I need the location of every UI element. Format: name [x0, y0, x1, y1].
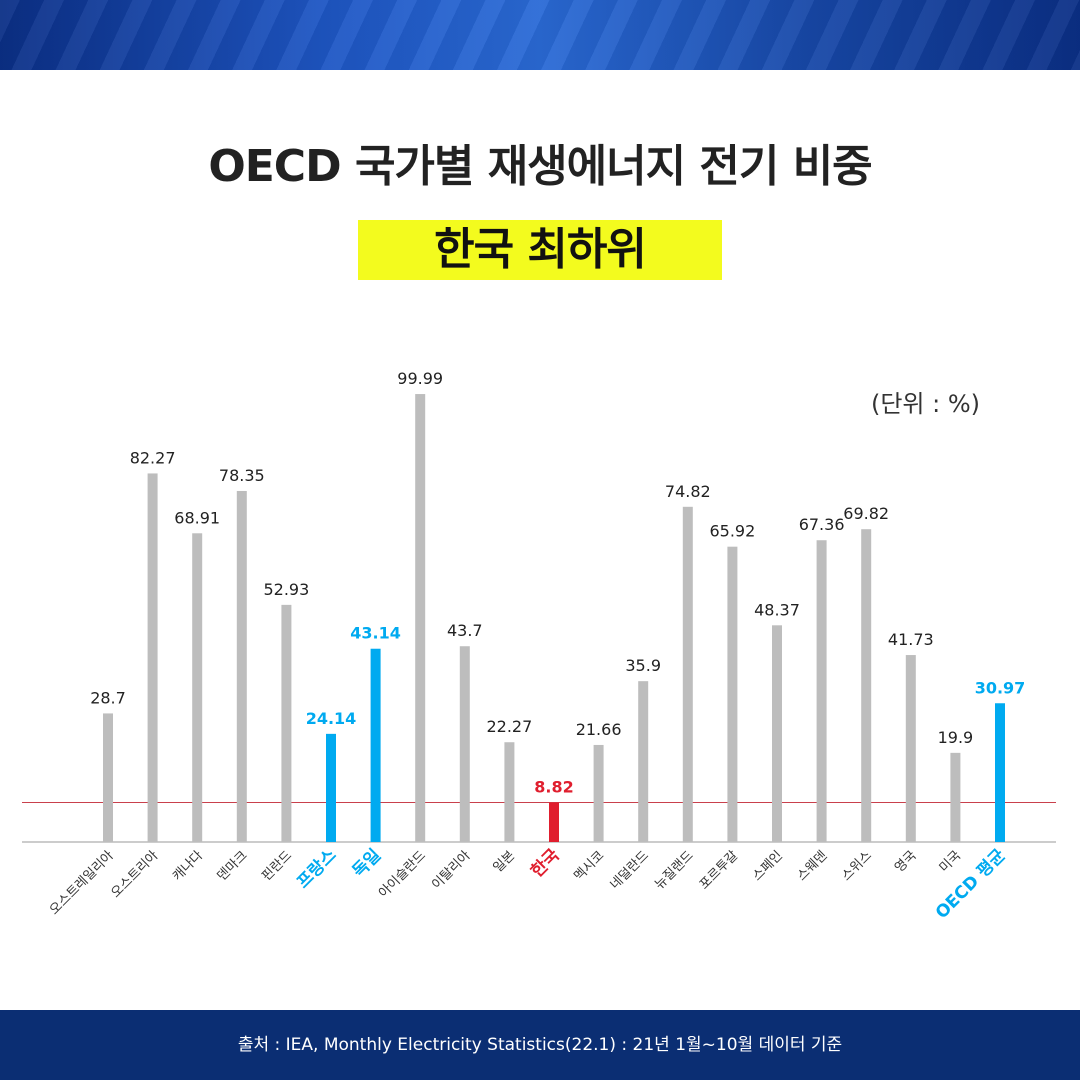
- data-label: 41.73: [888, 630, 934, 649]
- data-label: 28.7: [90, 688, 126, 707]
- bar: [459, 646, 470, 842]
- category-label: 오스트레일리아: [47, 848, 117, 918]
- bar: [103, 713, 113, 842]
- bar: [593, 744, 604, 842]
- category-label: 덴마크: [215, 848, 251, 884]
- data-label: 8.82: [534, 777, 573, 796]
- bar: [861, 529, 872, 842]
- category-label: 프랑스: [293, 845, 341, 893]
- data-label: 99.99: [397, 369, 443, 388]
- category-label: 오스트리아: [109, 848, 162, 901]
- category-label: 이탈리아: [429, 848, 473, 892]
- data-label: 24.14: [306, 709, 357, 728]
- bar: [950, 752, 961, 842]
- data-label: 52.93: [263, 580, 309, 599]
- category-label: 캐나다: [170, 848, 206, 884]
- page-subtitle: 한국 최하위: [434, 224, 647, 275]
- bar: [638, 681, 649, 842]
- bar: [727, 546, 738, 842]
- bar: [192, 533, 203, 842]
- category-label: 뉴질랜드: [652, 848, 696, 892]
- data-label: 30.97: [975, 678, 1026, 697]
- source-text: 출처 : IEA, Monthly Electricity Statistics…: [237, 1035, 843, 1055]
- bar: [682, 506, 693, 842]
- data-label: 67.36: [799, 515, 845, 534]
- category-label: 한국: [527, 845, 564, 882]
- subtitle-highlight-box: [358, 220, 722, 280]
- bar: [816, 540, 827, 842]
- data-label: 19.9: [938, 728, 974, 747]
- data-label: 68.91: [174, 508, 220, 527]
- bar: [370, 648, 381, 842]
- category-label: 영국: [892, 848, 920, 876]
- category-label: 일본: [491, 848, 519, 876]
- bar: [236, 490, 247, 842]
- data-label: 78.35: [219, 466, 265, 485]
- source-footer: 출처 : IEA, Monthly Electricity Statistics…: [0, 1010, 1080, 1080]
- bar: [905, 655, 916, 842]
- category-label: 아이슬란드: [376, 848, 429, 901]
- category-label: 멕시코: [571, 848, 607, 884]
- data-label: 22.27: [486, 717, 532, 736]
- data-label: 43.7: [447, 621, 483, 640]
- category-label: 스페인: [750, 848, 786, 884]
- bar: [281, 604, 292, 842]
- category-label: 스위스: [839, 848, 875, 884]
- bar: [772, 625, 782, 842]
- header-banner: [0, 0, 1080, 70]
- page-title: OECD 국가별 재생에너지 전기 비중: [208, 141, 872, 192]
- bar: [147, 473, 158, 842]
- category-label: OECD 평균: [932, 845, 1010, 923]
- category-label: 독일: [349, 845, 385, 881]
- bar: [549, 802, 559, 842]
- data-label: 48.37: [754, 600, 800, 619]
- category-label: 포르투갈: [697, 848, 741, 892]
- category-label: 스웨덴: [794, 848, 830, 884]
- category-label: 네덜란드: [608, 848, 652, 892]
- data-label: 65.92: [709, 522, 755, 541]
- data-label: 82.27: [130, 448, 176, 467]
- data-label: 35.9: [625, 656, 661, 675]
- unit-label: (단위 : %): [870, 390, 980, 418]
- data-label: 74.82: [665, 482, 711, 501]
- category-label: 미국: [937, 848, 965, 876]
- bar: [995, 703, 1005, 842]
- bar: [504, 742, 515, 842]
- data-label: 21.66: [576, 720, 622, 739]
- category-label: 핀란드: [259, 848, 295, 884]
- bar-chart: 28.7 오스트레일리아 82.27 오스트리아 68.91 캐나다 78.35 덴마크 52.…: [22, 369, 1056, 923]
- data-label: 43.14: [350, 624, 401, 643]
- data-label: 69.82: [843, 504, 889, 523]
- bar: [415, 394, 426, 842]
- bar: [326, 733, 336, 842]
